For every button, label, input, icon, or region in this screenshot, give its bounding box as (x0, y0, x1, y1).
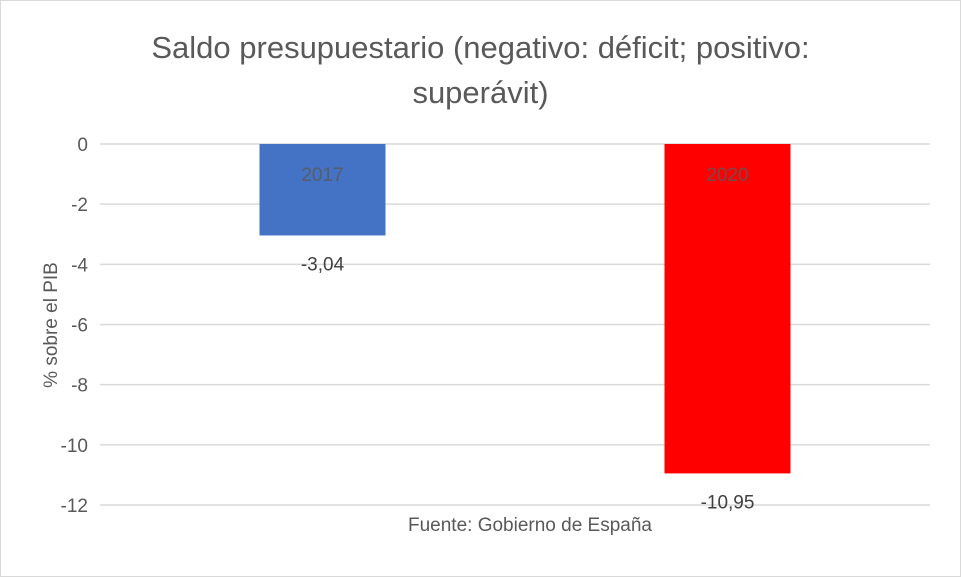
y-tick-label: -4 (71, 255, 88, 276)
y-tick-label: -6 (71, 316, 88, 337)
y-tick-label: -10 (61, 436, 88, 457)
y-tick-label: -2 (71, 195, 88, 216)
y-tick-label: 0 (77, 135, 88, 156)
y-tick-label: -12 (61, 496, 88, 517)
y-tick-label: -8 (71, 376, 88, 397)
chart-title-line-2: superávit) (412, 75, 549, 110)
data-label: -3,04 (301, 254, 345, 275)
bar-2017 (259, 144, 386, 236)
category-label: 2020 (706, 165, 748, 186)
category-label: 2017 (301, 165, 343, 186)
bar-2020 (664, 144, 791, 474)
chart-title-line-1: Saldo presupuestario (negativo: déficit;… (151, 30, 810, 65)
data-label: -10,95 (701, 492, 755, 513)
x-axis-label-source: Fuente: Gobierno de España (407, 515, 652, 536)
